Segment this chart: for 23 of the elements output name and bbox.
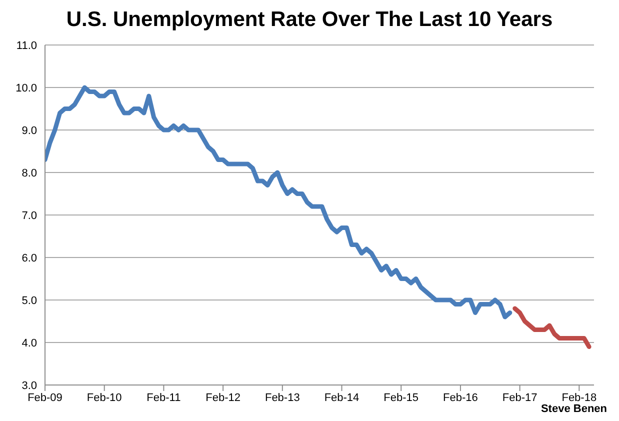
x-tick-label: Feb-15 xyxy=(384,392,419,404)
x-tick-label: Feb-10 xyxy=(86,392,122,404)
y-tick-label: 6.0 xyxy=(22,252,37,264)
line-series xyxy=(512,306,592,349)
x-tick-label: Feb-17 xyxy=(502,392,538,404)
y-tick-label: 7.0 xyxy=(22,210,37,222)
y-tick-label: 8.0 xyxy=(22,167,37,180)
x-tick-label: Feb-11 xyxy=(146,392,181,404)
y-tick-label: 9.0 xyxy=(22,124,37,137)
y-tick-label: 11.0 xyxy=(16,40,37,52)
x-tick-label: Feb-18 xyxy=(562,392,597,404)
x-tick-label: Feb-16 xyxy=(443,392,478,404)
y-tick-label: 10.0 xyxy=(16,82,37,94)
x-tick-label: Feb-14 xyxy=(324,392,360,404)
y-tick-label: 3.0 xyxy=(22,380,37,392)
y-tick-label: 5.0 xyxy=(22,294,37,307)
x-tick-label: Feb-12 xyxy=(206,392,240,404)
x-tick-label: Feb-13 xyxy=(264,392,300,404)
y-tick-label: 4.0 xyxy=(22,337,37,350)
text: Steve Benen xyxy=(540,403,607,415)
line-series xyxy=(45,85,512,320)
x-tick-label: Feb-09 xyxy=(28,392,62,404)
chart-title: U.S. Unemployment Rate Over The Last 10 Years xyxy=(65,8,554,32)
